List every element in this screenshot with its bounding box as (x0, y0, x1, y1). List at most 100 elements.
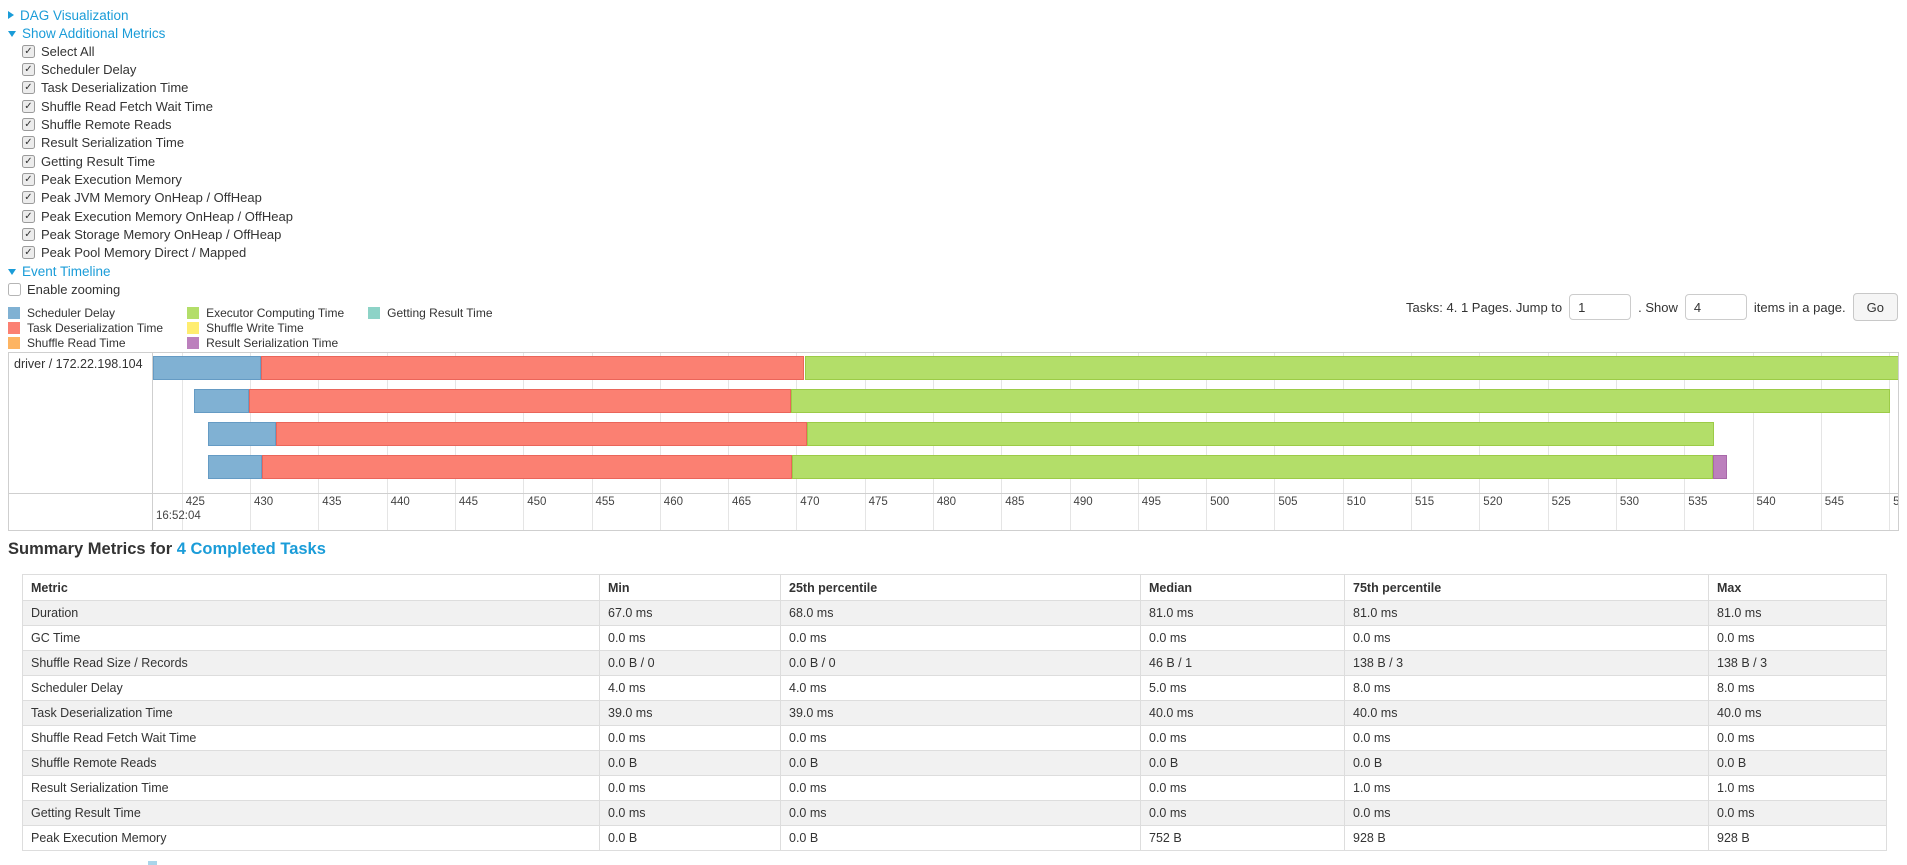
metric-value-cell: 0.0 B (780, 825, 1141, 851)
legend-label: Result Serialization Time (206, 335, 339, 350)
axis-tick-label: 430 (254, 496, 274, 508)
metric-checkbox-select-all[interactable]: ✓ Select All (22, 42, 293, 60)
task-bar-segment-task-deserialization-time[interactable] (260, 356, 805, 380)
metric-value-cell: 40.0 ms (1140, 700, 1345, 726)
task-bar-segment-result-serialization-time[interactable] (1712, 455, 1727, 479)
metric-value-cell: 39.0 ms (780, 700, 1141, 726)
metric-checkbox-shuffle-remote-reads[interactable]: ✓ Shuffle Remote Reads (22, 115, 293, 133)
axis-tick-label: 435 (322, 496, 342, 508)
gridline (1889, 353, 1891, 530)
task-bar-segment-scheduler-delay[interactable] (207, 455, 263, 479)
metric-checkbox-getting-result-time[interactable]: ✓ Getting Result Time (22, 152, 293, 170)
metric-value-cell: 81.0 ms (1344, 600, 1709, 626)
axis-tick-label: 550 (1893, 496, 1899, 508)
axis-tick-label: 460 (663, 496, 683, 508)
metric-value-cell: 67.0 ms (599, 600, 781, 626)
metric-value-cell: 0.0 ms (1344, 800, 1709, 826)
timeline-legend: Scheduler Delay Task Deserialization Time… (8, 306, 493, 350)
metric-value-cell: 0.0 ms (780, 775, 1141, 801)
task-bar-segment-task-deserialization-time[interactable] (275, 422, 808, 446)
metric-checkbox-peak-jvm-memory-onheap-offheap[interactable]: ✓ Peak JVM Memory OnHeap / OffHeap (22, 189, 293, 207)
metric-name-cell: Getting Result Time (22, 800, 600, 826)
task-bar-segment-task-deserialization-time[interactable] (262, 455, 793, 479)
metric-value-cell: 46 B / 1 (1140, 650, 1345, 676)
task-bar-segment-executor-computing-time[interactable] (792, 455, 1713, 479)
legend-item: Scheduler Delay (8, 306, 163, 320)
enable-zooming-label: Enable zooming (27, 281, 121, 297)
checkbox-icon: ✓ (22, 172, 35, 186)
event-timeline-toggle[interactable]: Event Timeline (8, 262, 111, 280)
show-additional-metrics-label: Show Additional Metrics (22, 25, 166, 41)
items-per-page-input[interactable] (1684, 294, 1747, 320)
pagination-mid: . Show (1638, 299, 1678, 315)
dag-visualization-toggle[interactable]: DAG Visualization (8, 6, 129, 24)
legend-label: Getting Result Time (387, 305, 493, 320)
metric-checkbox-shuffle-read-fetch-wait-time[interactable]: ✓ Shuffle Read Fetch Wait Time (22, 97, 293, 115)
show-additional-metrics-toggle[interactable]: Show Additional Metrics (8, 24, 165, 42)
task-bar-segment-executor-computing-time[interactable] (807, 422, 1715, 446)
metric-checkbox-scheduler-delay[interactable]: ✓ Scheduler Delay (22, 60, 293, 78)
metric-value-cell: 0.0 ms (599, 775, 781, 801)
axis-tick-label: 425 (185, 496, 205, 508)
table-header-cell: Min (599, 574, 781, 601)
axis-tick-label: 490 (1073, 496, 1093, 508)
gridline (181, 353, 183, 530)
gridline (1820, 353, 1822, 530)
table-row: Duration 67.0 ms 68.0 ms 81.0 ms 81.0 ms 81.0… (22, 600, 1887, 626)
enable-zooming-checkbox[interactable]: Enable zooming (8, 280, 120, 298)
metric-value-cell: 40.0 ms (1708, 700, 1887, 726)
metric-value-cell: 0.0 B (1344, 750, 1709, 776)
task-bar-segment-scheduler-delay[interactable] (194, 389, 249, 413)
task-bar-segment-executor-computing-time[interactable] (804, 356, 1898, 380)
jump-to-page-input[interactable] (1569, 294, 1632, 320)
metric-value-cell: 1.0 ms (1708, 775, 1887, 801)
task-bar-segment-scheduler-delay[interactable] (153, 356, 261, 380)
metric-value-cell: 0.0 ms (599, 800, 781, 826)
legend-label: Executor Computing Time (206, 305, 345, 320)
legend-item: Getting Result Time (368, 305, 493, 320)
axis-tick-label: 450 (527, 496, 547, 508)
chevron-right-icon (8, 11, 14, 19)
metric-value-cell: 5.0 ms (1140, 675, 1345, 701)
metric-checkbox-result-serialization-time[interactable]: ✓ Result Serialization Time (22, 134, 293, 152)
metric-value-cell: 0.0 ms (1708, 625, 1887, 651)
metric-value-cell: 0.0 ms (780, 725, 1141, 751)
axis-tick-label: 495 (1141, 496, 1161, 508)
axis-separator (9, 493, 1898, 494)
task-bar-segment-executor-computing-time[interactable] (790, 389, 1891, 413)
metric-value-cell: 0.0 B (780, 750, 1141, 776)
metric-value-cell: 0.0 B (599, 750, 781, 776)
go-button[interactable]: Go (1852, 293, 1898, 321)
task-bar-segment-scheduler-delay[interactable] (207, 422, 276, 446)
checkbox-icon: ✓ (22, 117, 35, 131)
completed-tasks-link[interactable]: 4 Completed Tasks (176, 540, 326, 558)
metric-value-cell: 0.0 B (599, 825, 781, 851)
table-row: Scheduler Delay 4.0 ms 4.0 ms 5.0 ms 8.0 ms 8… (22, 675, 1887, 701)
axis-tick-label: 485 (1005, 496, 1025, 508)
metric-checkbox-task-deserialization-time[interactable]: ✓ Task Deserialization Time (22, 79, 293, 97)
metric-value-cell: 8.0 ms (1344, 675, 1709, 701)
metric-name-cell: GC Time (22, 625, 600, 651)
metric-value-cell: 8.0 ms (1708, 675, 1887, 701)
metric-checkbox-peak-execution-memory-onheap-offheap[interactable]: ✓ Peak Execution Memory OnHeap / OffHeap (22, 207, 293, 225)
metric-value-cell: 138 B / 3 (1708, 650, 1887, 676)
metric-value-cell: 0.0 ms (1140, 625, 1345, 651)
legend-column: Getting Result Time (368, 305, 493, 350)
metric-value-cell: 0.0 ms (1140, 775, 1345, 801)
task-bar-segment-task-deserialization-time[interactable] (248, 389, 791, 413)
legend-label: Shuffle Write Time (206, 320, 304, 335)
metric-value-cell: 81.0 ms (1140, 600, 1345, 626)
metric-value-cell: 0.0 B (1140, 750, 1345, 776)
metric-name-cell: Shuffle Remote Reads (22, 750, 600, 776)
metric-name-cell: Result Serialization Time (22, 775, 600, 801)
table-header-cell: Metric (22, 574, 600, 601)
metric-checkbox-peak-pool-memory-direct-mapped[interactable]: ✓ Peak Pool Memory Direct / Mapped (22, 244, 293, 262)
checkbox-label: Peak Execution Memory OnHeap / OffHeap (41, 208, 293, 224)
metric-value-cell: 0.0 ms (1140, 800, 1345, 826)
checkbox-icon: ✓ (22, 154, 35, 168)
axis-tick-label: 535 (1688, 496, 1708, 508)
checkbox-label: Getting Result Time (41, 153, 156, 169)
metric-checkbox-peak-execution-memory[interactable]: ✓ Peak Execution Memory (22, 170, 293, 188)
metric-checkbox-peak-storage-memory-onheap-offheap[interactable]: ✓ Peak Storage Memory OnHeap / OffHeap (22, 225, 293, 243)
